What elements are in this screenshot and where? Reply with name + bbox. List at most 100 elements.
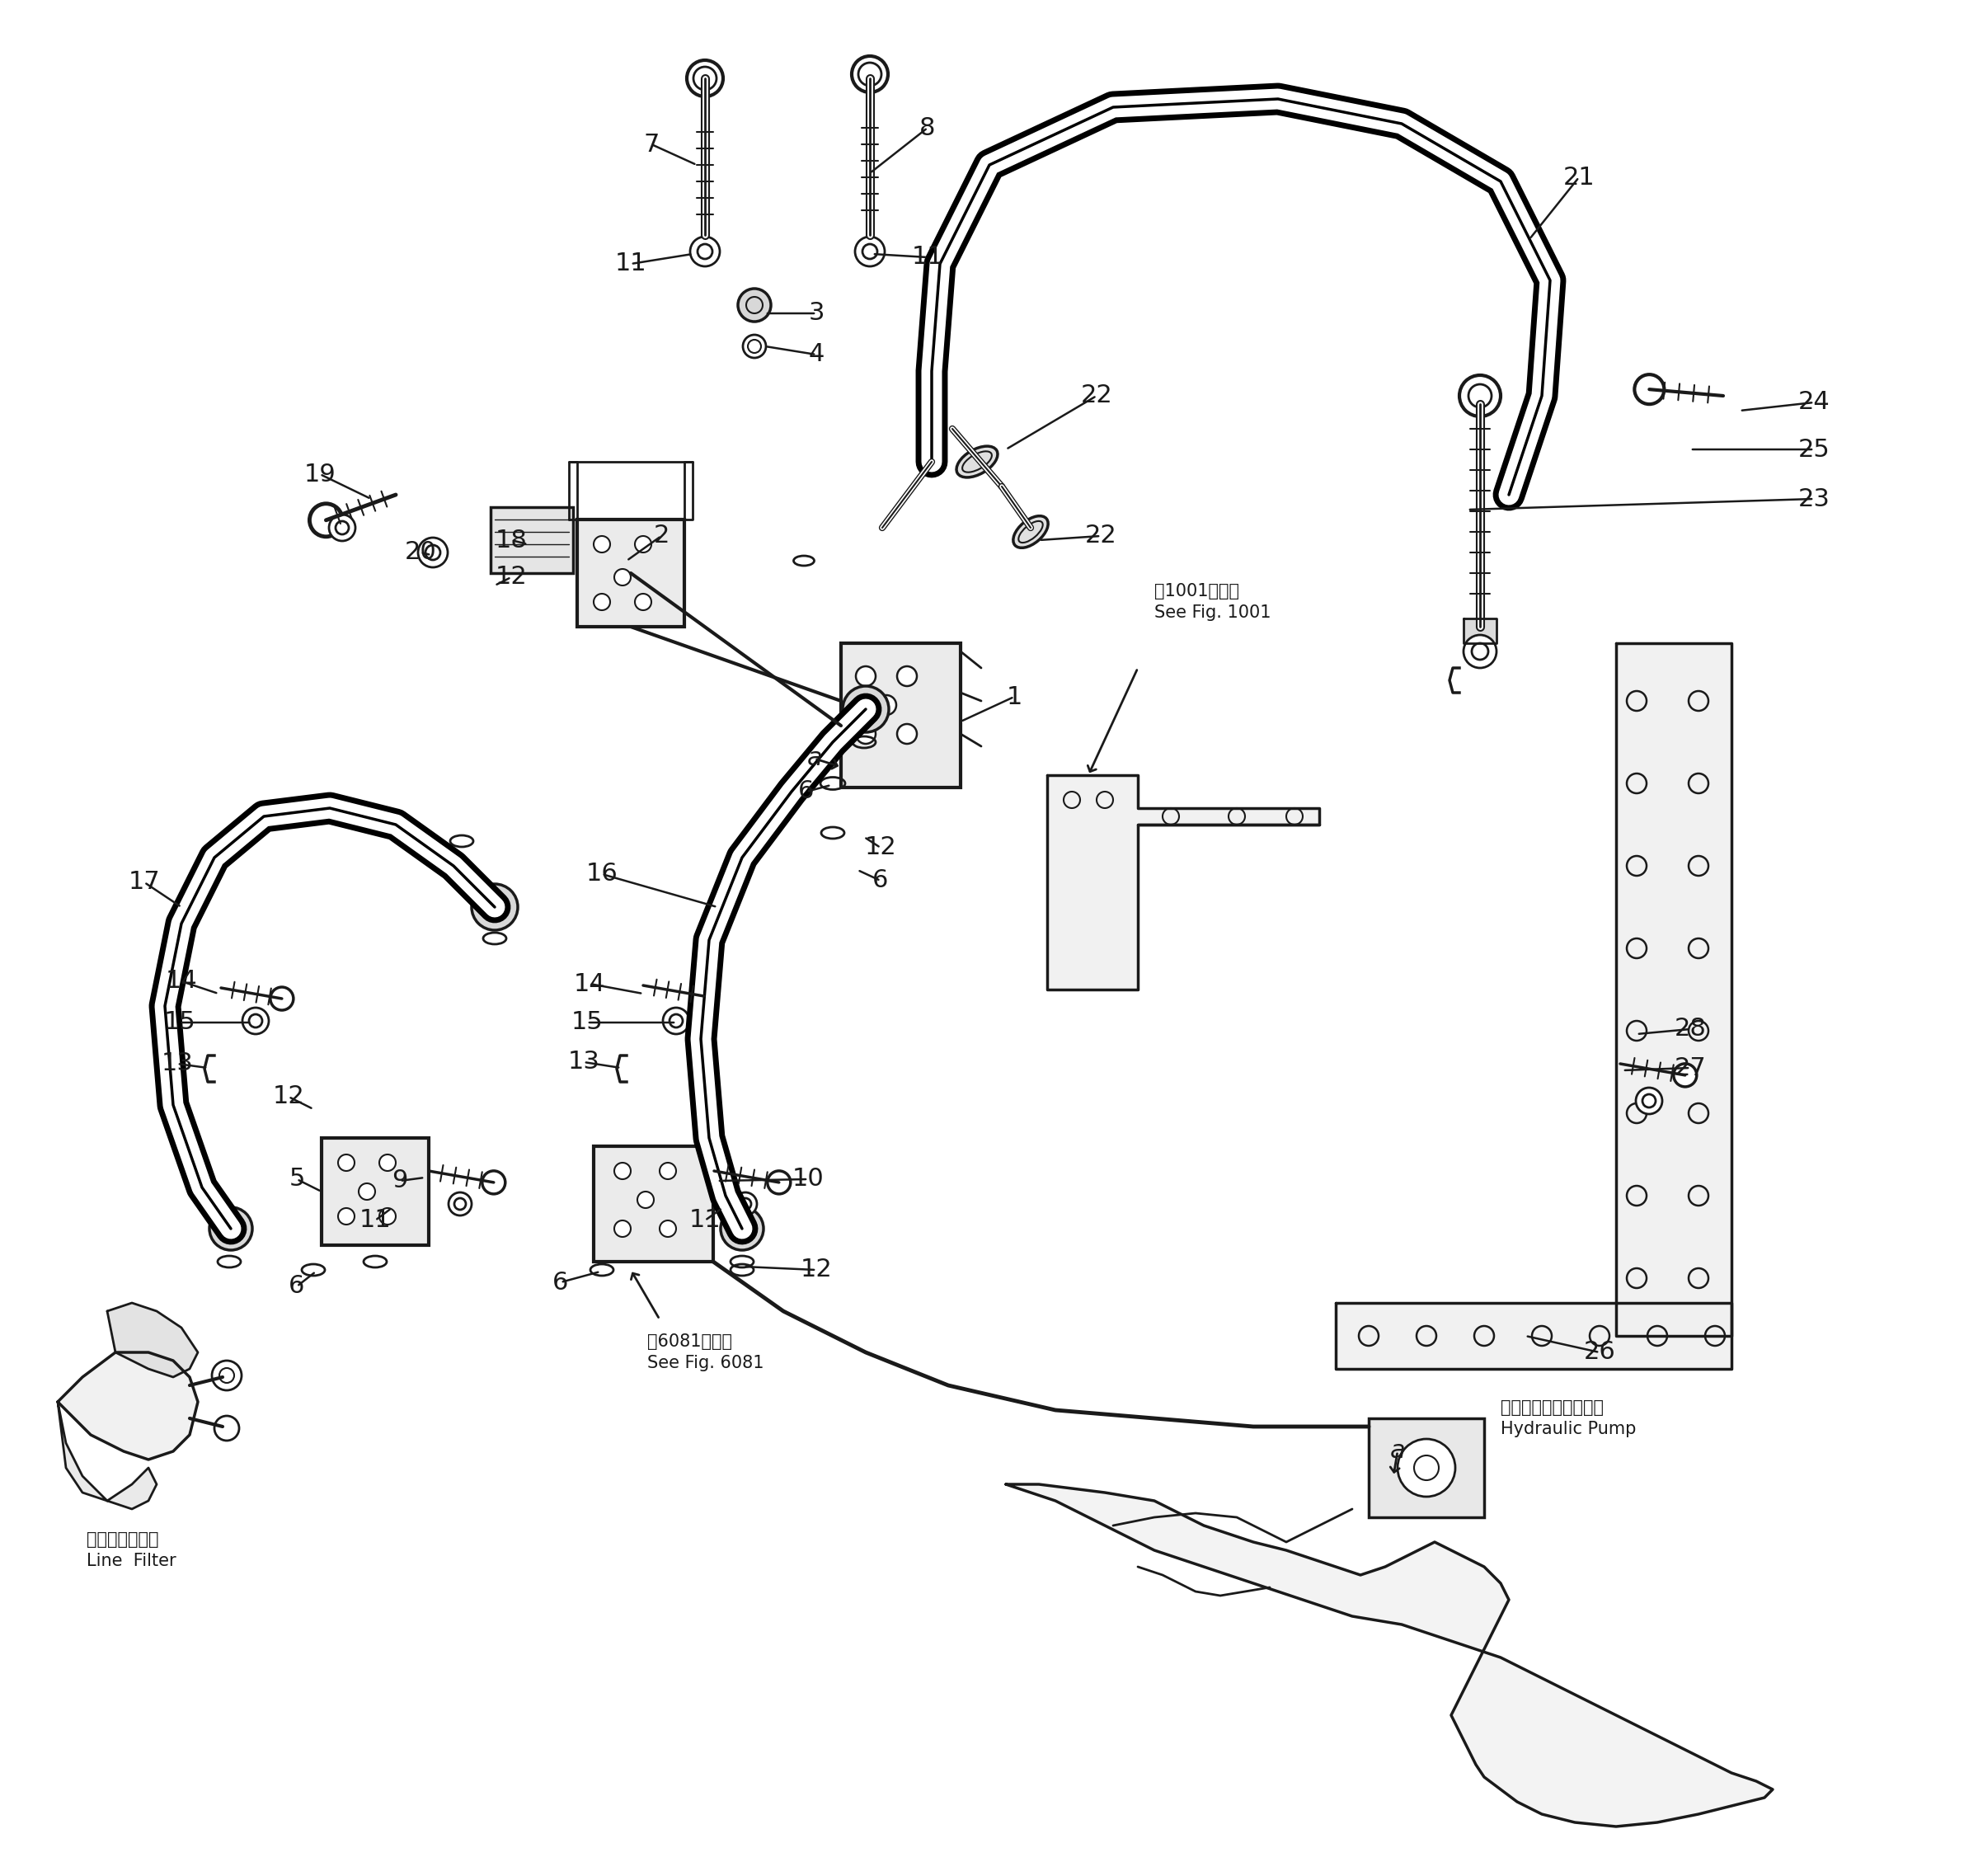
Circle shape <box>856 666 876 687</box>
Circle shape <box>843 687 890 732</box>
Text: 11: 11 <box>689 1208 721 1233</box>
Text: 15: 15 <box>572 1011 603 1034</box>
Circle shape <box>876 696 896 715</box>
Circle shape <box>660 1163 676 1180</box>
Text: 12: 12 <box>864 835 896 859</box>
Text: 17: 17 <box>128 870 161 895</box>
Circle shape <box>483 895 507 919</box>
Text: 15: 15 <box>163 1011 196 1034</box>
Text: a: a <box>807 747 823 771</box>
Circle shape <box>212 1360 242 1390</box>
Text: 22: 22 <box>1084 523 1118 548</box>
Circle shape <box>689 236 719 266</box>
Bar <box>322 1139 428 1246</box>
Circle shape <box>856 724 876 743</box>
Circle shape <box>1673 1064 1697 1086</box>
Circle shape <box>858 62 882 86</box>
Text: 19: 19 <box>304 461 336 486</box>
Circle shape <box>310 503 342 537</box>
Text: 2: 2 <box>654 523 670 548</box>
Circle shape <box>862 244 878 259</box>
Text: 21: 21 <box>1563 165 1595 189</box>
Polygon shape <box>1616 643 1732 1336</box>
Polygon shape <box>1047 775 1320 989</box>
Text: 6: 6 <box>552 1270 570 1294</box>
Text: 24: 24 <box>1797 390 1830 415</box>
Circle shape <box>454 1199 465 1210</box>
Text: 14: 14 <box>573 972 605 996</box>
Text: 11: 11 <box>615 251 646 276</box>
Circle shape <box>731 1218 752 1240</box>
Circle shape <box>693 68 717 90</box>
Circle shape <box>854 698 878 720</box>
Circle shape <box>615 568 630 585</box>
Circle shape <box>742 334 766 358</box>
Polygon shape <box>57 1401 157 1508</box>
Circle shape <box>379 1154 397 1171</box>
Text: 28: 28 <box>1673 1017 1707 1041</box>
Text: 27: 27 <box>1673 1056 1707 1081</box>
Text: 6: 6 <box>289 1274 304 1298</box>
Circle shape <box>660 1221 676 1236</box>
Circle shape <box>220 1218 242 1240</box>
Circle shape <box>670 1015 683 1028</box>
Text: 12: 12 <box>273 1084 304 1109</box>
Circle shape <box>735 1193 756 1216</box>
Text: 14: 14 <box>165 970 196 992</box>
Circle shape <box>336 522 350 535</box>
Circle shape <box>615 1163 630 1180</box>
Text: 11: 11 <box>911 246 943 270</box>
Text: 第6081図参照
See Fig. 6081: 第6081図参照 See Fig. 6081 <box>648 1334 764 1371</box>
Bar <box>841 643 960 788</box>
Bar <box>1369 1418 1485 1518</box>
Text: 4: 4 <box>809 343 825 366</box>
Text: 20: 20 <box>405 540 436 565</box>
Circle shape <box>687 60 723 96</box>
Circle shape <box>249 1015 263 1028</box>
Text: 13: 13 <box>161 1052 192 1075</box>
Circle shape <box>1642 1094 1656 1107</box>
Ellipse shape <box>956 446 998 477</box>
Circle shape <box>1471 643 1489 660</box>
Text: 10: 10 <box>791 1167 825 1191</box>
Circle shape <box>664 1007 689 1034</box>
Text: 11: 11 <box>359 1208 391 1233</box>
Circle shape <box>338 1208 355 1225</box>
Bar <box>577 520 683 627</box>
Bar <box>593 1146 713 1263</box>
Circle shape <box>359 1184 375 1201</box>
Text: 12: 12 <box>495 565 526 589</box>
Text: 6: 6 <box>872 869 888 893</box>
Circle shape <box>1636 1088 1662 1114</box>
Ellipse shape <box>1013 516 1049 548</box>
Text: 26: 26 <box>1583 1341 1616 1364</box>
Circle shape <box>740 1199 750 1210</box>
Circle shape <box>210 1208 251 1249</box>
Circle shape <box>426 546 440 559</box>
Polygon shape <box>1463 619 1497 643</box>
Circle shape <box>242 1007 269 1034</box>
Circle shape <box>854 236 884 266</box>
Circle shape <box>1463 634 1497 668</box>
Circle shape <box>448 1193 471 1216</box>
Circle shape <box>638 1191 654 1208</box>
Circle shape <box>1398 1439 1455 1497</box>
Circle shape <box>1634 375 1664 403</box>
Circle shape <box>593 593 611 610</box>
Circle shape <box>693 985 715 1007</box>
Text: 12: 12 <box>799 1259 833 1281</box>
Circle shape <box>471 884 518 930</box>
Polygon shape <box>57 1353 198 1460</box>
Circle shape <box>634 593 652 610</box>
Text: 13: 13 <box>568 1051 599 1075</box>
Text: a: a <box>1391 1439 1406 1463</box>
Text: 5: 5 <box>289 1167 304 1191</box>
Circle shape <box>1459 375 1500 416</box>
Circle shape <box>852 56 888 92</box>
Text: 22: 22 <box>1080 385 1112 407</box>
Circle shape <box>697 244 713 259</box>
Circle shape <box>214 1416 240 1441</box>
Circle shape <box>330 514 355 540</box>
Text: 1: 1 <box>1006 685 1021 709</box>
Text: 6: 6 <box>799 780 815 803</box>
